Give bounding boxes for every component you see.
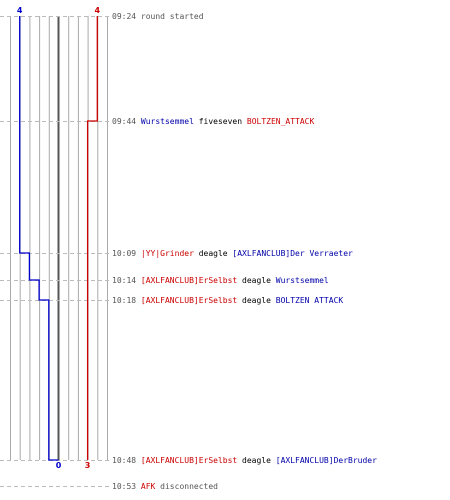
event-text: deagle bbox=[237, 456, 276, 465]
event-text: |YY|Grinder bbox=[141, 249, 194, 258]
event-row: 10:48 [AXLFANCLUB]ErSelbst deagle [AXLFA… bbox=[112, 456, 377, 465]
event-row: 10:14 [AXLFANCLUB]ErSelbst deagle Wursts… bbox=[112, 276, 329, 285]
event-text: disconnected bbox=[155, 482, 218, 491]
event-text: [AXLFANCLUB]ErSelbst bbox=[141, 296, 238, 305]
event-text: deagle bbox=[237, 296, 276, 305]
event-text: BOLTZEN ATTACK bbox=[276, 296, 344, 305]
event-text: deagle bbox=[194, 249, 233, 258]
event-time: 10:14 bbox=[112, 276, 141, 285]
start-count-blue: 4 bbox=[17, 6, 23, 15]
event-row: 10:18 [AXLFANCLUB]ErSelbst deagle BOLTZE… bbox=[112, 296, 343, 305]
end-count-blue: 0 bbox=[56, 461, 62, 470]
event-text: [AXLFANCLUB]DerBruder bbox=[276, 456, 377, 465]
event-text: [AXLFANCLUB]Der Verraeter bbox=[232, 249, 353, 258]
event-text: AFK bbox=[141, 482, 156, 491]
event-text: Wurstsemmel bbox=[276, 276, 329, 285]
event-time: 10:48 bbox=[112, 456, 141, 465]
event-text: [AXLFANCLUB]ErSelbst bbox=[141, 456, 238, 465]
event-time: 09:24 bbox=[112, 12, 141, 21]
event-text: fiveseven bbox=[194, 117, 247, 126]
end-count-red: 3 bbox=[85, 461, 91, 470]
event-time: 10:09 bbox=[112, 249, 141, 258]
event-row: 10:53 AFK disconnected bbox=[112, 482, 218, 491]
event-time: 10:53 bbox=[112, 482, 141, 491]
event-text: BOLTZEN_ATTACK bbox=[247, 117, 315, 126]
event-text: round started bbox=[141, 12, 204, 21]
event-text: Wurstsemmel bbox=[141, 117, 194, 126]
event-row: 09:44 Wurstsemmel fiveseven BOLTZEN_ATTA… bbox=[112, 117, 314, 126]
start-count-red: 4 bbox=[95, 6, 101, 15]
event-row: 10:09 |YY|Grinder deagle [AXLFANCLUB]Der… bbox=[112, 249, 353, 258]
event-time: 10:18 bbox=[112, 296, 141, 305]
event-text: [AXLFANCLUB]ErSelbst bbox=[141, 276, 238, 285]
event-text: deagle bbox=[237, 276, 276, 285]
event-row: 09:24 round started bbox=[112, 12, 204, 21]
series-line-blue bbox=[19, 16, 59, 461]
event-time: 09:44 bbox=[112, 117, 141, 126]
series-line-red bbox=[86, 16, 98, 460]
